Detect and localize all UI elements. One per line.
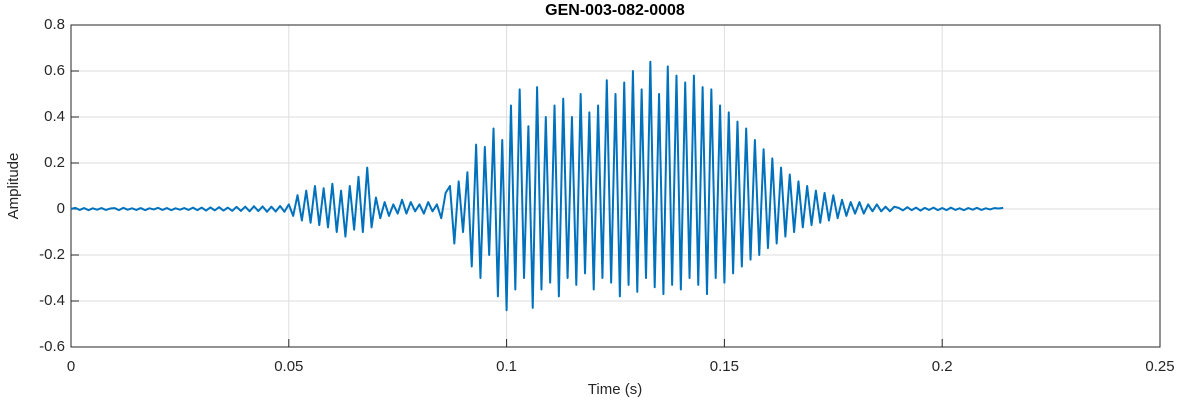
x-tick-label: 0.05: [274, 358, 303, 375]
axes-box: [70, 24, 1161, 348]
x-tick-label: 0.2: [932, 358, 953, 375]
x-tick-label: 0: [67, 358, 75, 375]
y-tick-label: 0.2: [44, 154, 65, 171]
y-tick-label: -0.4: [39, 292, 65, 309]
y-axis-label: Amplitude: [5, 153, 22, 220]
y-tick-label: 0.6: [44, 62, 65, 79]
y-tick-label: 0.4: [44, 108, 65, 125]
y-tick-label: 0.8: [44, 16, 65, 33]
y-tick-label: 0: [57, 200, 65, 217]
chart-title: GEN-003-082-0008: [545, 2, 685, 19]
y-tick-label: -0.2: [39, 246, 65, 263]
y-tick-label: -0.6: [39, 338, 65, 355]
plot-area: [71, 25, 1160, 347]
x-tick-label: 0.15: [710, 358, 739, 375]
signal-line: [70, 60, 1004, 312]
x-axis-label: Time (s): [588, 381, 642, 398]
x-tick-label: 0.25: [1145, 358, 1174, 375]
x-tick-label: 0.1: [496, 358, 517, 375]
